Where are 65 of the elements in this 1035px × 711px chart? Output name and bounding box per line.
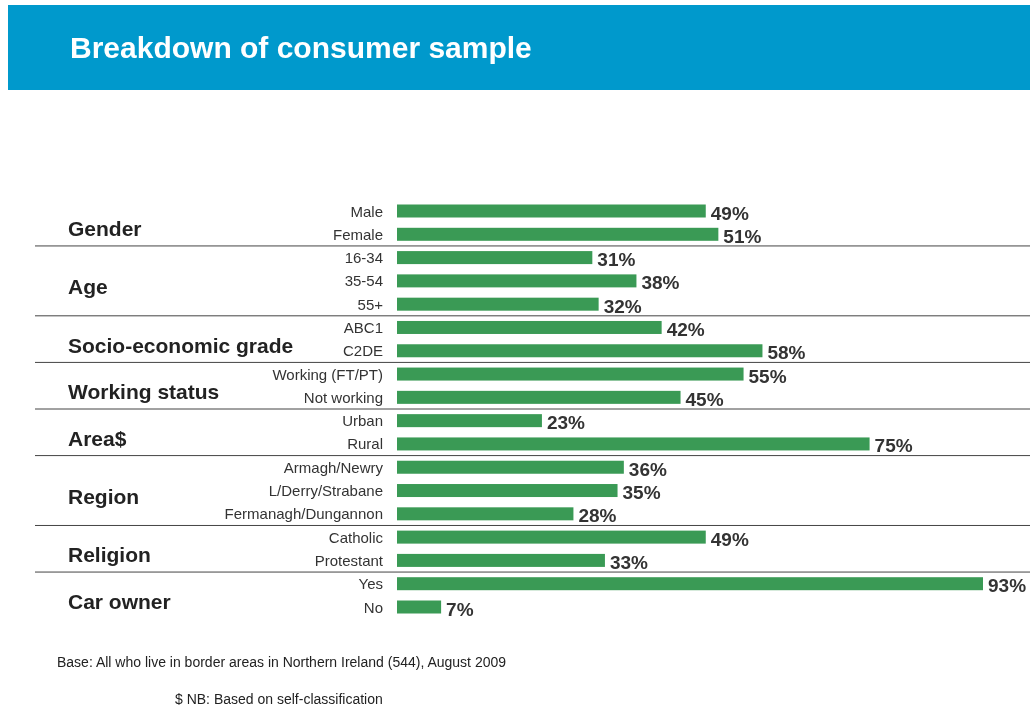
data-label: 38% [641,272,680,294]
data-label: 75% [874,435,913,457]
text: Working status [68,380,220,404]
y-tick-label: No [363,598,383,616]
y-tick-label: Armagh/Newry [283,458,384,476]
data-label: 49% [710,202,749,224]
text: Car owner [68,589,171,613]
y-tick-label: Urban [342,412,383,430]
y-tick-label: Female [332,225,383,243]
y-tick-label: Yes [358,575,383,593]
chart-title: Breakdown of consumer sample [70,31,532,64]
text: Area$ [68,426,127,450]
data-label: 33% [609,551,649,573]
y-tick-label: Rural [347,435,383,453]
y-tick-label: 16-34 [344,249,383,267]
data-label: 55% [748,365,787,387]
data-label: 93% [988,575,1027,597]
data-label: 51% [723,225,762,247]
y-tick-label: C2DE [342,342,383,360]
data-label: 31% [597,249,636,271]
text: Region [68,485,140,509]
bar [397,204,706,218]
bar [397,320,662,334]
data-label: 36% [628,458,667,480]
data-label: 23% [546,412,586,434]
y-tick-label: Working (FT/PT) [272,365,383,383]
y-tick-label: Fermanagh/Dungannon [224,505,383,523]
data-label: 32% [603,295,642,317]
bar [397,577,983,591]
bar [397,484,618,498]
text: Base: All who live in border areas in Northern Ireland (544), August 2009 [57,654,507,670]
data-label: 28% [578,505,617,527]
text: Gender [68,217,142,241]
bar [397,530,706,544]
data-label: 42% [666,318,705,340]
y-tick-label: ABC1 [343,318,383,336]
y-tick-label: L/Derry/Strabane [268,482,383,500]
bar [397,297,599,311]
bar [397,437,870,451]
y-tick-label: 35-54 [344,272,383,290]
bar [397,553,605,567]
bar [397,390,681,404]
bar [397,600,442,614]
bar [397,227,719,241]
bar [397,367,744,381]
y-tick-label: Catholic [328,528,384,546]
data-label: 7% [446,598,474,620]
data-label: 45% [685,388,724,410]
text: Religion [68,543,151,567]
y-tick-label: Not working [303,388,383,406]
text: Socio-economic grade [68,333,294,357]
data-label: 49% [710,528,749,550]
bar [397,414,542,428]
y-tick-label: 55+ [357,295,384,313]
data-label: 35% [622,482,661,504]
bar [397,507,574,521]
text: Age [68,275,108,299]
data-label: 58% [767,342,806,364]
bar [397,344,763,358]
y-tick-label: Male [350,202,383,220]
y-tick-label: Protestant [314,551,384,569]
bar [397,274,637,288]
bar [397,460,624,474]
text: $ NB: Based on self-classification [175,691,383,707]
bar [397,251,593,265]
